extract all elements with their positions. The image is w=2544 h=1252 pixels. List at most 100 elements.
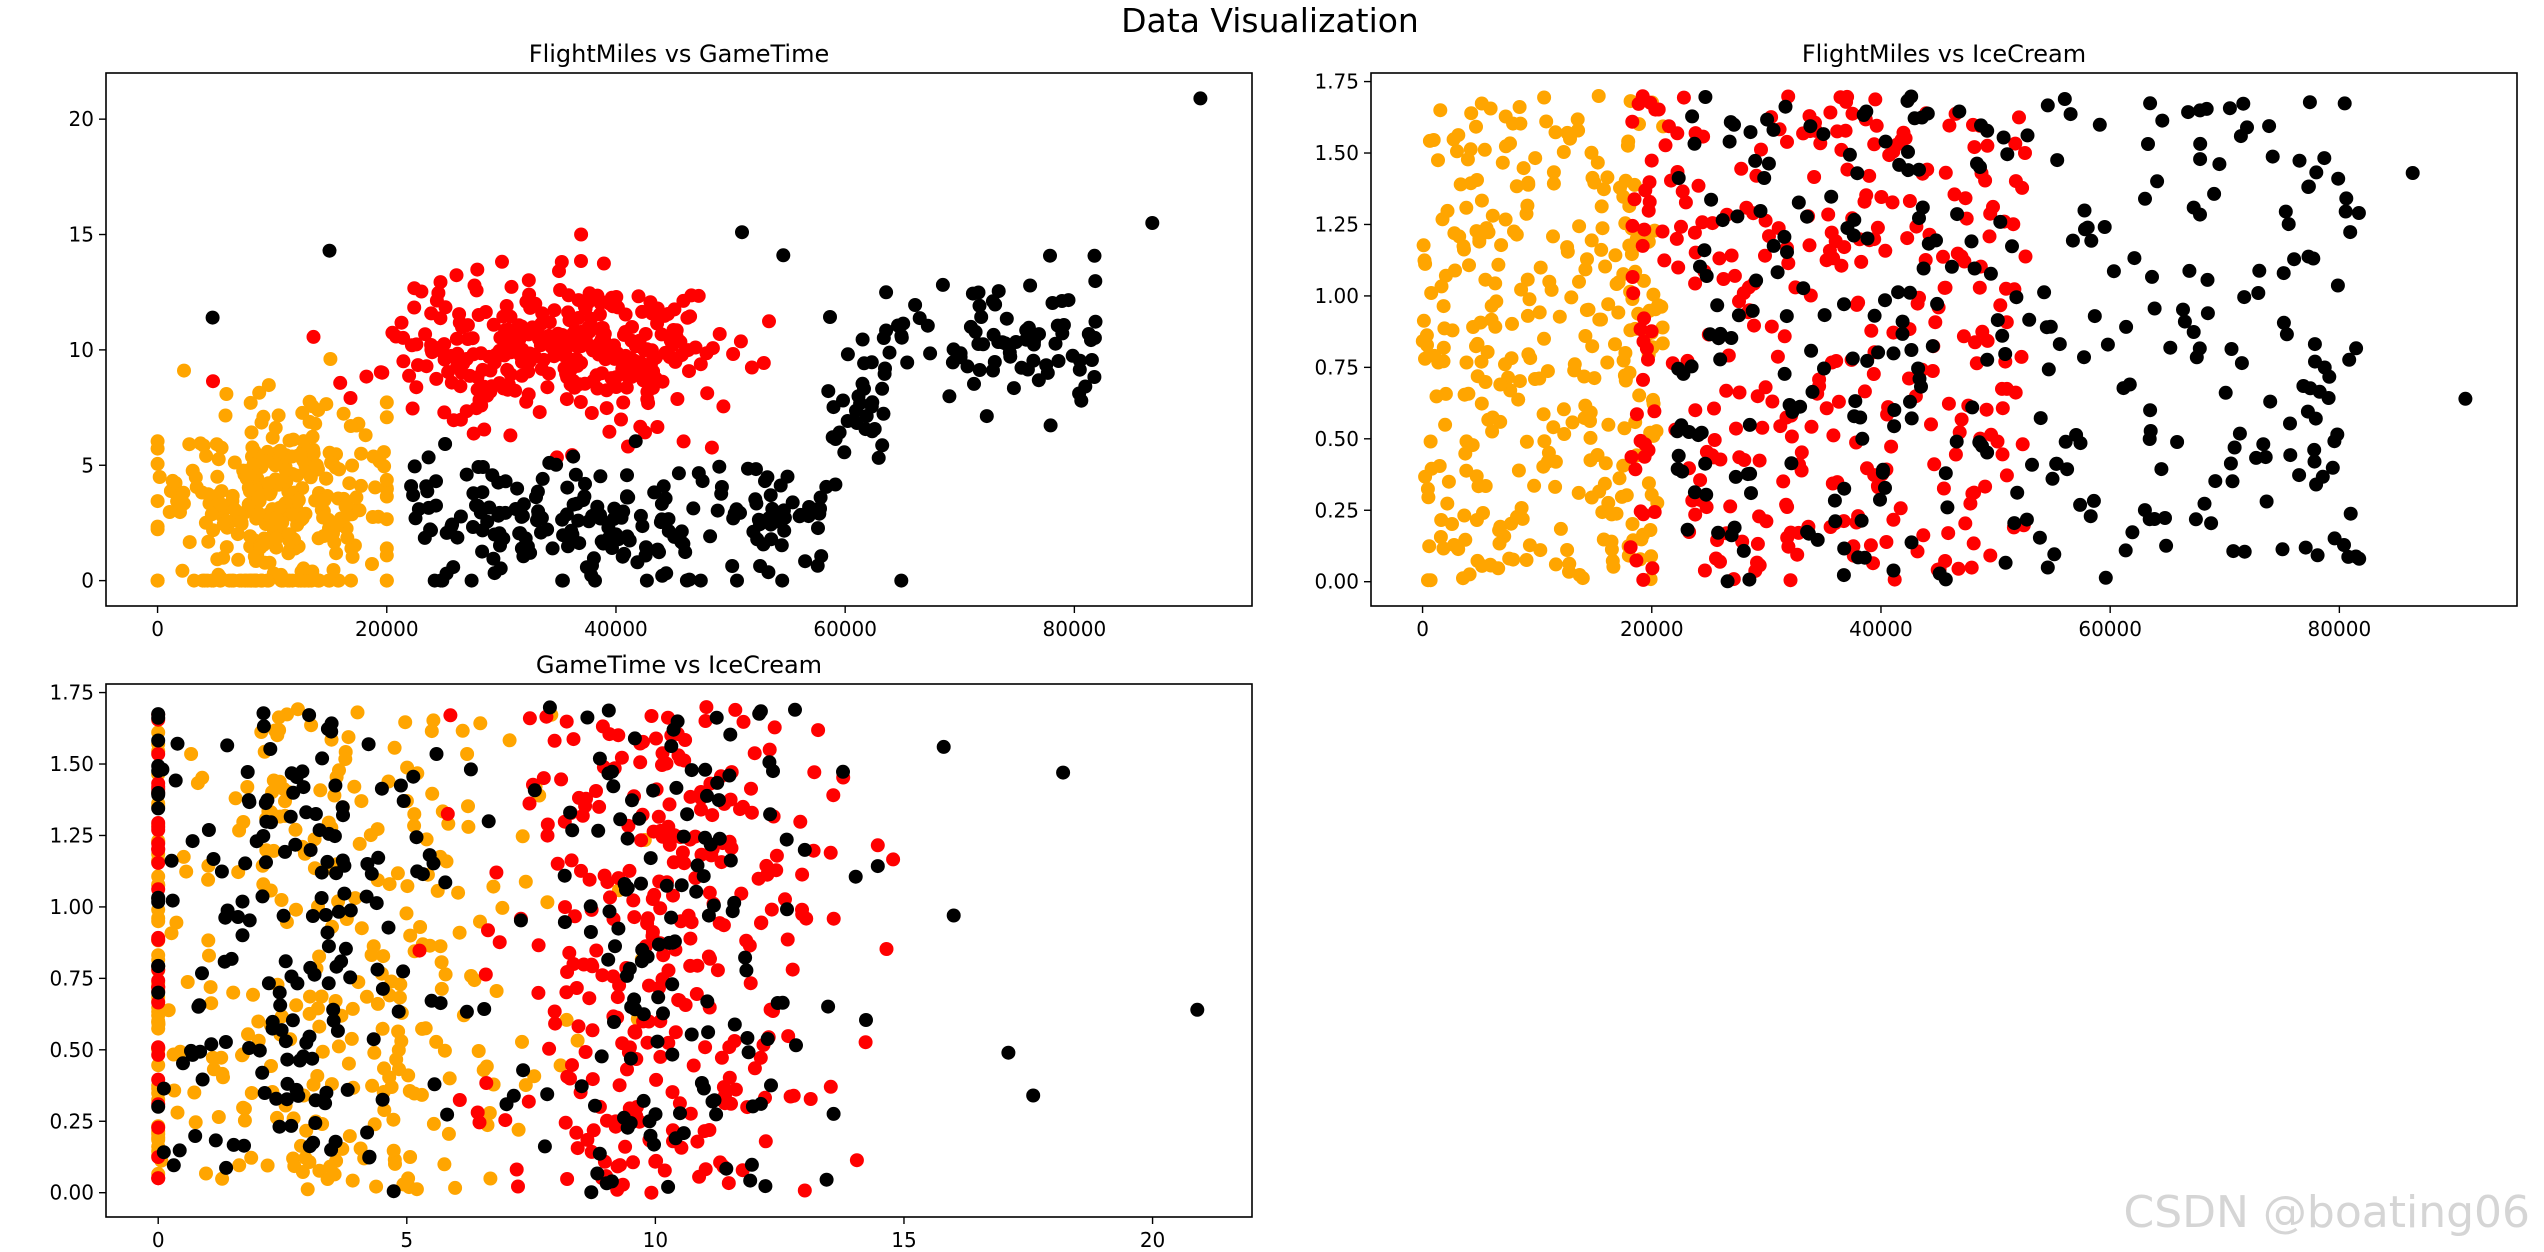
data-point — [1685, 109, 1700, 124]
data-point — [263, 742, 278, 756]
data-point — [635, 304, 650, 319]
data-point — [345, 458, 360, 473]
data-point — [649, 1072, 664, 1087]
data-point — [242, 795, 257, 810]
data-point — [1448, 263, 1462, 278]
data-point — [201, 487, 216, 502]
data-point — [1947, 187, 1962, 202]
data-point — [2405, 166, 2420, 180]
data-point — [698, 830, 712, 845]
data-point — [238, 856, 253, 871]
data-point — [1557, 427, 1572, 441]
data-point — [348, 891, 363, 906]
data-point — [712, 459, 727, 474]
data-point — [611, 728, 626, 743]
data-point — [1978, 173, 1993, 188]
data-point — [296, 561, 311, 576]
data-point — [1851, 550, 1866, 565]
data-point — [2199, 101, 2214, 116]
data-point — [2138, 191, 2152, 206]
data-point — [1972, 280, 1987, 295]
data-point — [700, 386, 715, 401]
data-point — [282, 433, 297, 448]
data-point — [156, 1081, 171, 1096]
data-point — [1998, 555, 2013, 570]
data-point — [777, 523, 792, 538]
data-point — [1698, 90, 1713, 104]
data-point — [2256, 437, 2271, 452]
data-point — [894, 573, 909, 588]
data-point — [1996, 130, 2011, 145]
data-point — [2049, 456, 2064, 471]
data-point — [1993, 214, 2008, 229]
data-point — [359, 989, 374, 1004]
data-point — [1848, 394, 1863, 409]
data-point — [1952, 104, 1967, 119]
data-point — [1564, 290, 1579, 305]
data-point — [1770, 265, 1785, 280]
data-point — [404, 479, 419, 494]
x-tick-label: 60000 — [813, 617, 877, 641]
scatter-points — [150, 91, 1208, 588]
y-tick-label: 0.00 — [49, 1181, 94, 1205]
data-point — [403, 928, 418, 943]
data-point — [562, 945, 577, 960]
data-point — [265, 1014, 280, 1029]
data-point — [1857, 384, 1872, 399]
data-point — [584, 1185, 599, 1200]
data-point — [467, 973, 482, 988]
data-point — [427, 573, 442, 588]
y-tick-label: 20 — [69, 107, 94, 131]
data-point — [1747, 318, 1761, 333]
data-point — [227, 455, 242, 470]
data-point — [1998, 347, 2013, 361]
data-point — [2287, 252, 2302, 267]
data-point — [1483, 558, 1498, 573]
data-point — [1433, 530, 1448, 544]
data-point — [745, 1099, 760, 1114]
data-point — [151, 1040, 166, 1055]
data-point — [2331, 171, 2346, 186]
data-point — [379, 395, 394, 410]
data-point — [2122, 377, 2137, 392]
y-tick-label: 1.50 — [49, 752, 94, 776]
data-point — [596, 256, 611, 271]
x-tick-label: 40000 — [1849, 617, 1913, 641]
data-point — [2176, 302, 2190, 317]
data-point — [531, 508, 546, 523]
data-point — [1855, 431, 1870, 446]
data-point — [322, 573, 337, 588]
data-point — [557, 361, 572, 376]
data-point — [2208, 474, 2223, 489]
data-point — [545, 541, 560, 556]
data-point — [352, 503, 367, 518]
data-point — [202, 948, 216, 963]
data-point — [394, 315, 409, 330]
data-point — [293, 573, 308, 588]
data-point — [634, 954, 649, 969]
data-point — [1750, 389, 1765, 404]
data-point — [1520, 308, 1535, 323]
data-point — [1670, 126, 1685, 141]
data-point — [288, 837, 303, 852]
data-point — [402, 368, 417, 383]
data-point — [634, 833, 649, 848]
data-point — [742, 938, 757, 953]
axes-frame — [105, 72, 1253, 607]
data-point — [1521, 175, 1536, 190]
data-point — [689, 987, 704, 1001]
data-point — [571, 293, 586, 308]
data-point — [1755, 420, 1770, 435]
data-point — [289, 902, 303, 917]
data-point — [1447, 226, 1462, 241]
data-point — [1860, 353, 1875, 368]
data-point — [1978, 479, 1993, 494]
data-point — [1502, 551, 1517, 566]
data-point — [552, 264, 566, 279]
data-point — [1537, 331, 1551, 346]
data-point — [151, 1099, 166, 1114]
data-point — [2182, 263, 2197, 278]
data-point — [571, 311, 586, 325]
data-point — [377, 1103, 392, 1118]
data-point — [1886, 144, 1901, 159]
